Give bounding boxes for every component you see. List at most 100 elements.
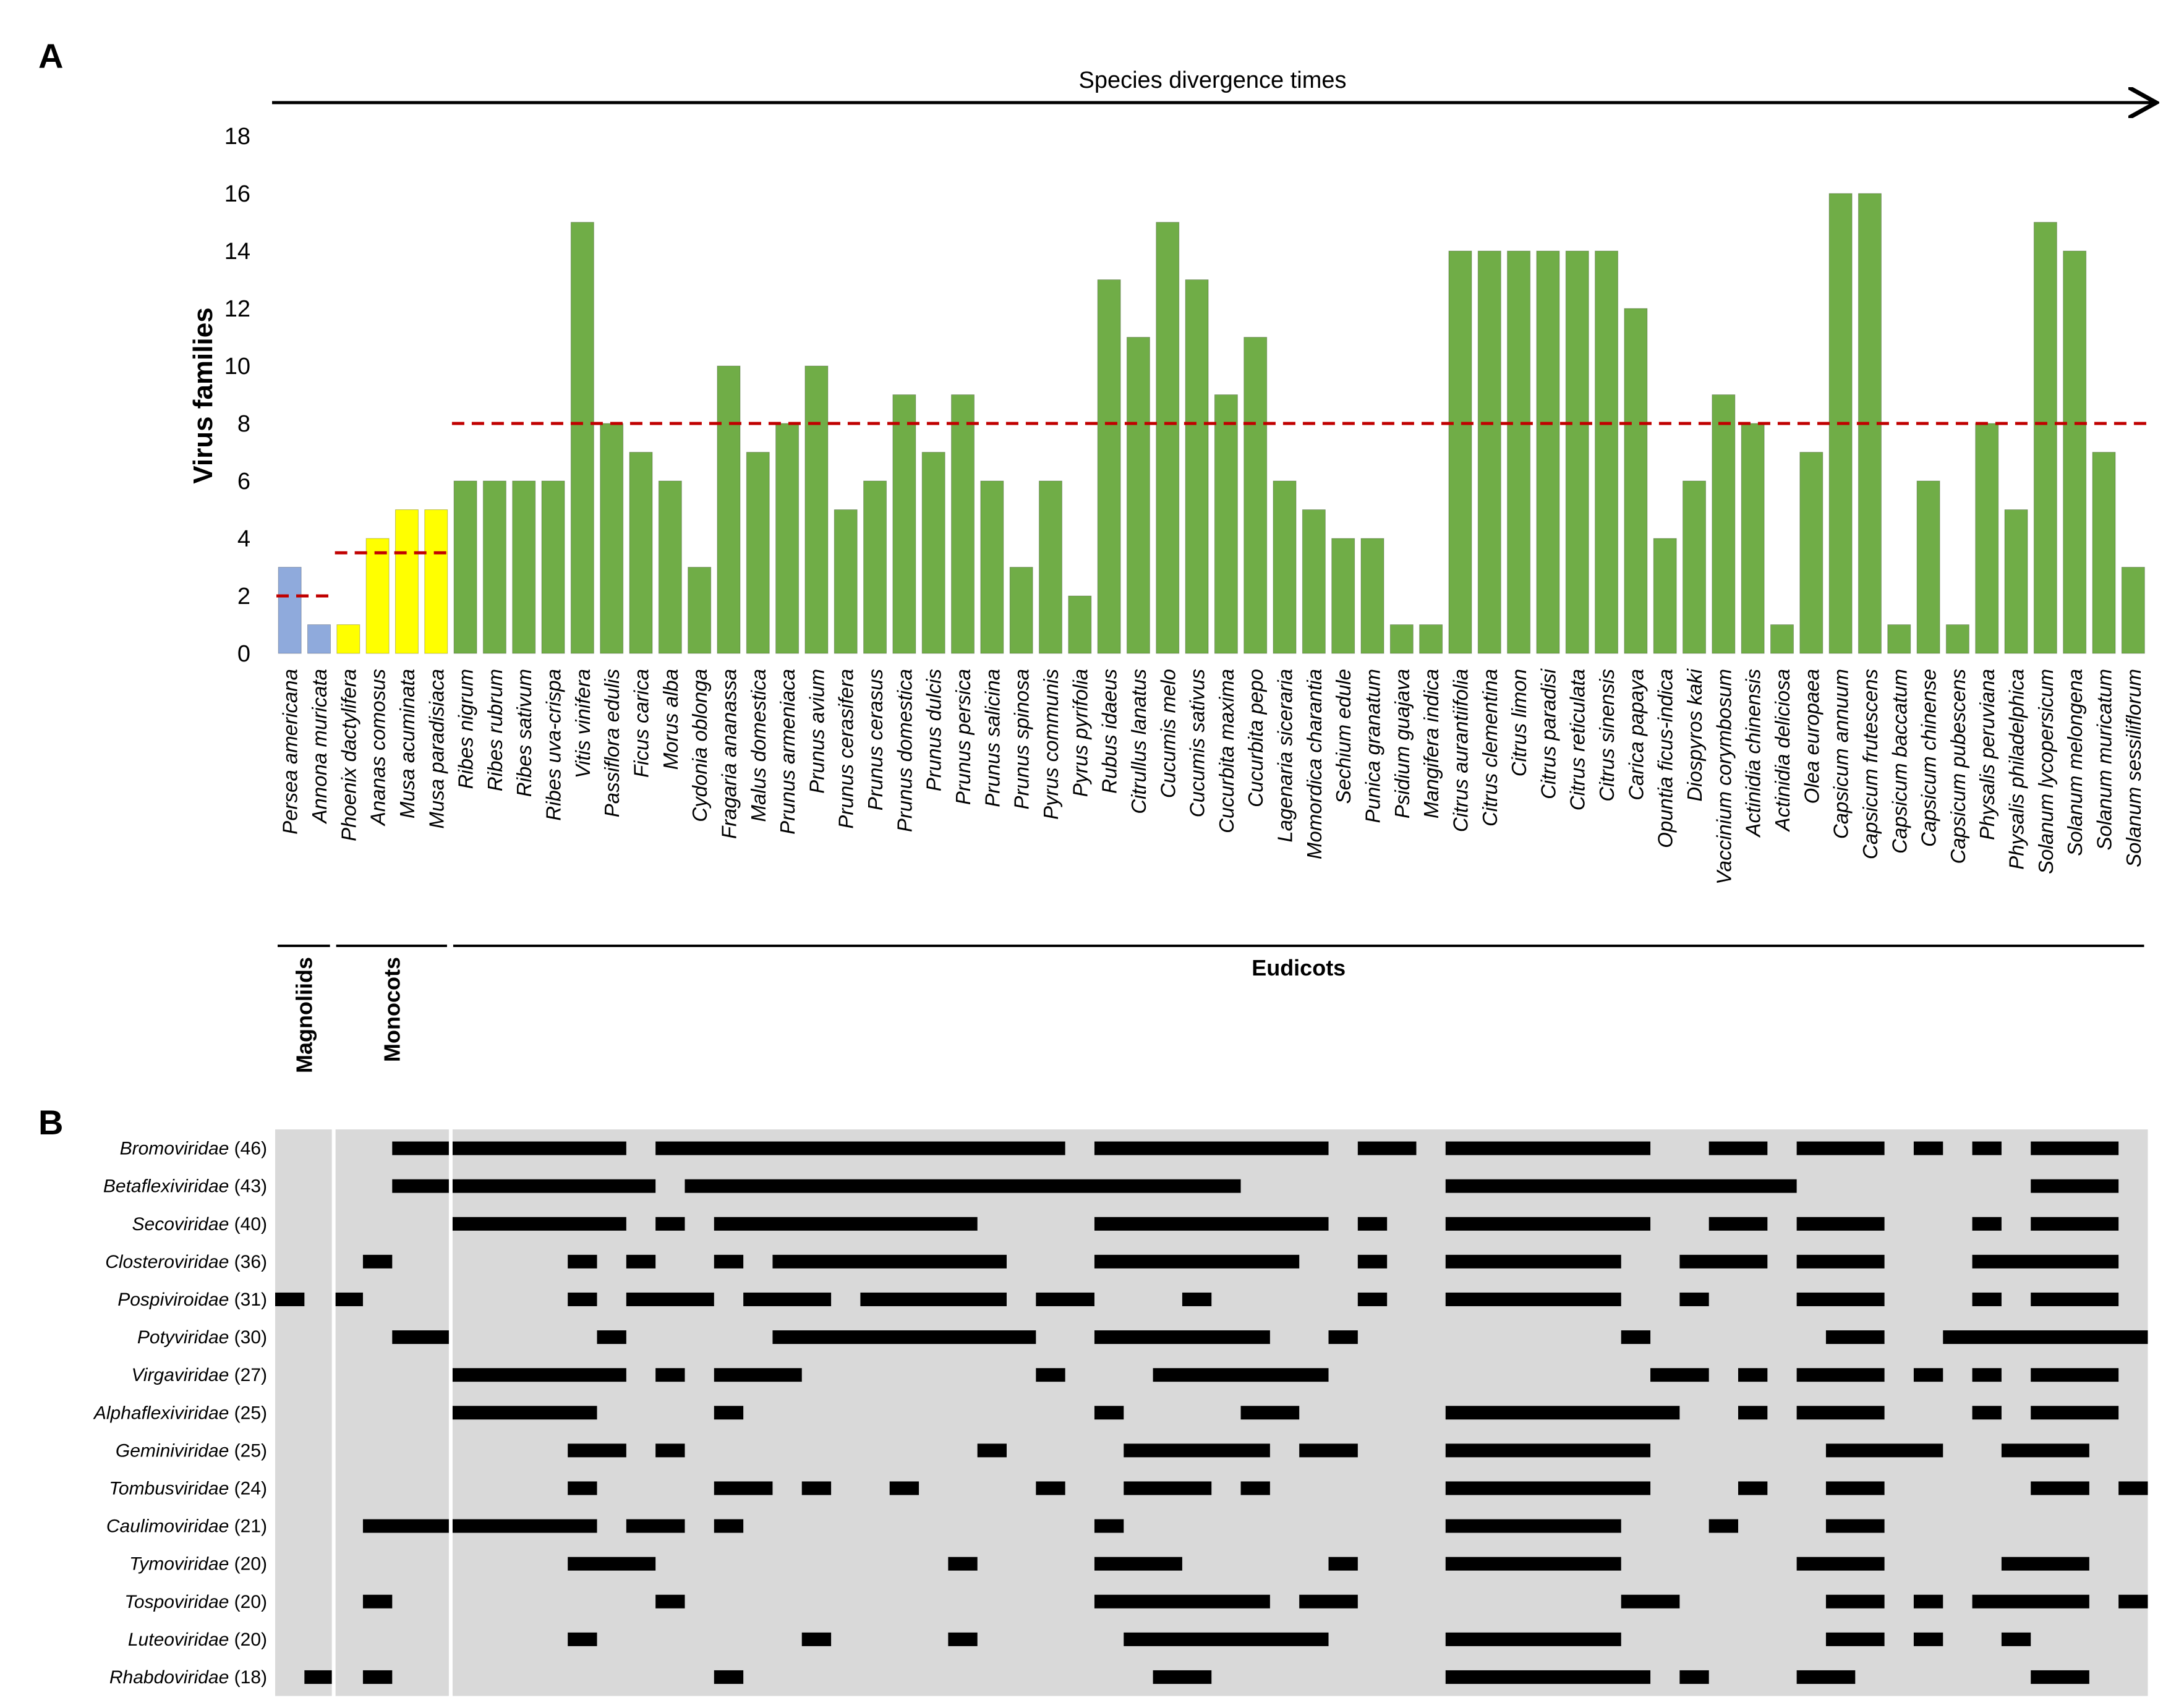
bar [1770,624,1794,654]
species-label: Prunus domestica [893,669,916,832]
presence-block [1094,1217,1329,1231]
bar [1741,423,1765,654]
species-label: Capsicum annuum [1830,669,1853,839]
presence-block [1328,1557,1358,1571]
y-tick-label: 8 [237,411,250,437]
species-label: Citrus limon [1508,669,1530,776]
presence-block [655,1217,685,1231]
species-label: Mangifera indica [1420,669,1443,818]
bar [541,480,565,654]
species-label: Prunus cerasifera [835,669,858,829]
presence-block [626,1254,656,1269]
y-axis-label: Virus families [188,307,218,483]
presence-block [1445,1670,1651,1684]
family-label: Caulimoviridae (21) [106,1516,267,1537]
presence-block [2031,1406,2119,1420]
family-name: Pospiviroidae [117,1290,229,1310]
presence-block [714,1217,978,1231]
presence-block [2031,1179,2119,1193]
species-label: Solanum lycopersicum [2034,669,2057,874]
presence-block [1825,1443,1943,1458]
presence-block [1036,1481,1065,1495]
family-label: Geminiviridae (25) [116,1440,267,1461]
presence-block [626,1519,685,1533]
presence-block [1445,1557,1621,1571]
species-label: Olea europaea [1800,669,1823,804]
bar [2063,250,2087,654]
family-name: Rhabdoviridae [109,1667,229,1688]
virus-family-heatmap [275,1129,2148,1696]
species-label: Solanum muricatum [2093,669,2116,850]
species-label: Prunus armeniaca [776,669,799,835]
bar [1097,279,1121,654]
y-tick-label: 2 [237,584,250,610]
presence-block [1182,1292,1212,1306]
family-name: Tospoviridae [124,1592,229,1612]
bar [1302,509,1326,654]
presence-block [1796,1292,1885,1306]
species-label: Cucumis sativus [1186,669,1209,817]
presence-block [1913,1141,1943,1155]
bar [1126,337,1150,654]
panel-a-label: A [38,36,63,75]
species-label: Prunus cerasus [864,669,887,810]
presence-block [568,1443,626,1458]
species-label: Carica papaya [1624,669,1647,801]
species-label: Annona muricata [308,669,331,824]
presence-block [1445,1179,1797,1193]
family-count: (30) [229,1327,267,1348]
species-label: Citrus sinensis [1595,669,1618,802]
bar [951,394,975,654]
bar [629,452,653,654]
presence-block [1796,1141,1885,1155]
presence-block [1094,1406,1124,1420]
bar [2092,452,2116,654]
family-label: Tymoviridae (20) [129,1554,267,1575]
presence-block [1240,1481,1270,1495]
species-label: Prunus salicina [981,669,1004,807]
bar [1419,624,1443,654]
presence-block [392,1330,451,1345]
family-name: Virgaviridae [131,1365,229,1385]
family-name: Luteoviridae [128,1630,229,1650]
bar [1712,394,1736,654]
presence-block [2118,1481,2148,1495]
species-label: Ribes sativum [513,669,535,797]
family-count: (40) [229,1214,267,1235]
clade-label: Monocots [379,957,404,1062]
presence-block [450,1217,626,1231]
bar [600,423,624,654]
species-label: Vaccinium corymbosum [1712,669,1735,885]
presence-block [568,1292,597,1306]
presence-block [1036,1292,1094,1306]
presence-block [889,1481,919,1495]
species-label: Malus domestica [747,669,770,822]
presence-block [1621,1594,1680,1609]
species-label: Persea americana [279,669,302,835]
family-count: (24) [229,1478,267,1498]
species-label: Physalis philadelphica [2005,669,2028,870]
family-label: Potyviridae (30) [137,1327,267,1348]
bar [1243,337,1268,654]
chart-title: Species divergence times [1079,67,1347,93]
presence-block [1153,1670,1212,1684]
species-label: Physalis peruviana [1976,669,1998,840]
species-label: Diospyros kaki [1683,668,1706,801]
presence-block [772,1330,1036,1345]
family-name: Geminiviridae [116,1440,229,1461]
presence-block [2001,1443,2089,1458]
presence-block [597,1330,626,1345]
bar [1009,567,1033,654]
family-count: (25) [229,1403,267,1423]
family-label: Pospiviroidae (31) [117,1290,267,1310]
family-label: Alphaflexiviridae (25) [93,1403,267,1423]
clade-brackets: Magnoliids Monocots Eudicots [278,945,2144,1073]
species-label: Cucumis melo [1156,669,1179,798]
family-name: Closteroviridae [105,1252,229,1272]
bar [1595,250,1619,654]
bar [1507,250,1531,654]
presence-block [1972,1292,2002,1306]
bar [1653,538,1677,654]
species-label: Passiflora edulis [600,669,623,817]
presence-block [714,1368,802,1382]
